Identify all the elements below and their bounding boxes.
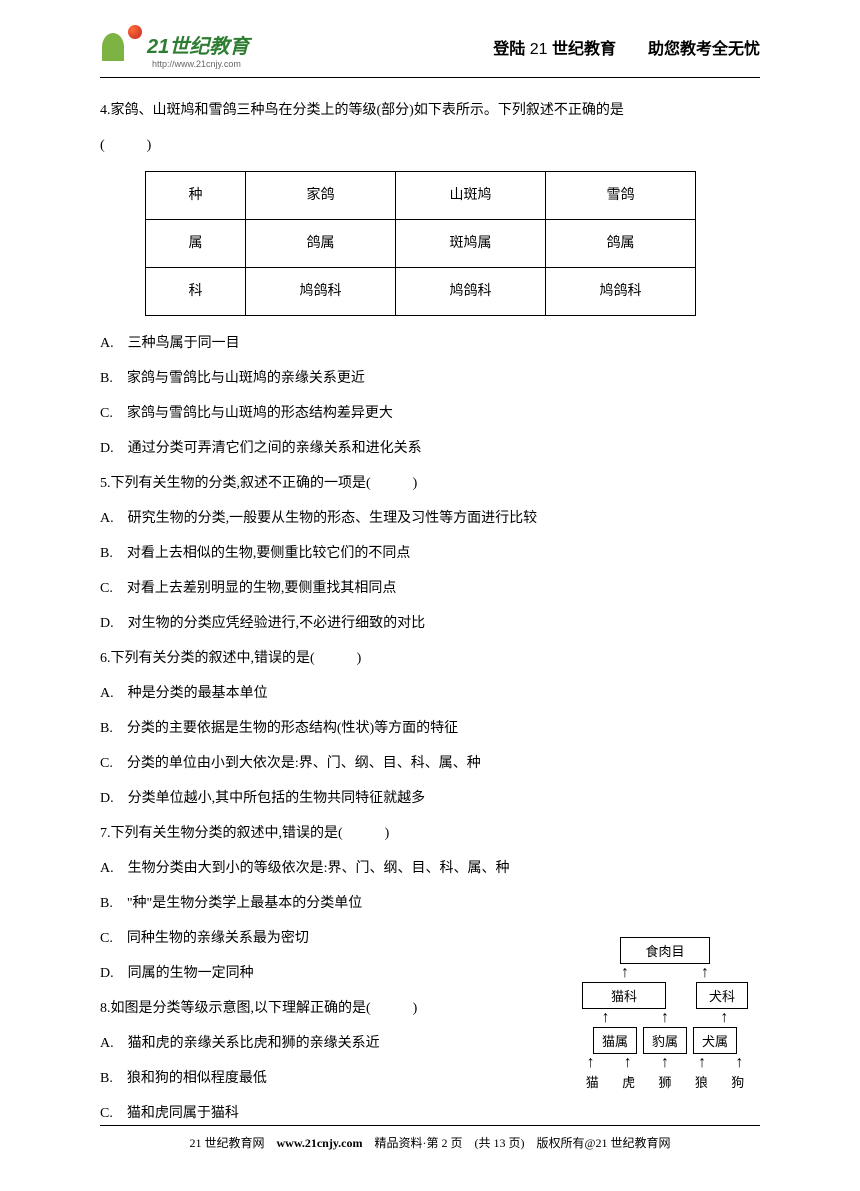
tree-node-family: 猫科 (582, 982, 666, 1009)
tree-node-family: 犬科 (696, 982, 748, 1009)
q5-option-b: B. 对看上去相似的生物,要侧重比较它们的不同点 (100, 536, 760, 571)
page-footer: 21 世纪教育网 www.21cnjy.com 精品资料·第 2 页 (共 13… (100, 1125, 760, 1151)
arrow-up-icon: ↑ (701, 965, 709, 981)
header-slogan: 登陆 21 世纪教育 助您教考全无忧 (493, 35, 760, 59)
footer-text: 21 世纪教育网 (189, 1136, 276, 1150)
tree-node-order: 食肉目 (620, 937, 709, 964)
footer-text: 精品资料·第 2 页 (共 13 页) 版权所有@21 世纪教育网 (362, 1136, 670, 1150)
arrow-up-icon: ↑ (661, 1055, 669, 1071)
q7-stem: 7.下列有关生物分类的叙述中,错误的是( ) (100, 816, 760, 851)
table-cell: 鸠鸽科 (396, 268, 546, 316)
tree-leaf: 虎 (622, 1072, 635, 1091)
q4-option-a: A. 三种鸟属于同一目 (100, 326, 760, 361)
arrow-up-icon: ↑ (720, 1010, 728, 1026)
table-cell: 科 (146, 268, 246, 316)
tree-node-genus: 猫属 (593, 1027, 637, 1054)
footer-divider (100, 1125, 760, 1126)
table-cell: 属 (146, 220, 246, 268)
q4-option-c: C. 家鸽与雪鸽比与山斑鸠的形态结构差异更大 (100, 396, 760, 431)
q6-stem: 6.下列有关分类的叙述中,错误的是( ) (100, 641, 760, 676)
tree-leaf: 狼 (695, 1072, 708, 1091)
q5-stem: 5.下列有关生物的分类,叙述不正确的一项是( ) (100, 466, 760, 501)
table-cell: 雪鸽 (546, 172, 696, 220)
logo: 21世纪教育 (100, 25, 249, 63)
tree-node-genus: 犬属 (693, 1027, 737, 1054)
logo-url: http://www.21cnjy.com (152, 59, 249, 69)
arrow-up-icon: ↑ (624, 1055, 632, 1071)
table-row: 科 鸠鸽科 鸠鸽科 鸠鸽科 (146, 268, 696, 316)
table-row: 属 鸽属 斑鸠属 鸽属 (146, 220, 696, 268)
table-cell: 鸠鸽科 (546, 268, 696, 316)
q5-option-c: C. 对看上去差别明显的生物,要侧重找其相同点 (100, 571, 760, 606)
q4-table: 种 家鸽 山斑鸠 雪鸽 属 鸽属 斑鸠属 鸽属 科 鸠鸽科 鸠鸽科 鸠鸽科 (145, 171, 696, 316)
tree-leaf: 狮 (658, 1072, 671, 1091)
logo-block: 21世纪教育 http://www.21cnjy.com (100, 25, 249, 69)
q6-option-c: C. 分类的单位由小到大依次是:界、门、纲、目、科、属、种 (100, 746, 760, 781)
arrow-up-icon: ↑ (661, 1010, 669, 1026)
table-cell: 鸽属 (246, 220, 396, 268)
q4-option-b: B. 家鸽与雪鸽比与山斑鸠的亲缘关系更近 (100, 361, 760, 396)
q4-bracket: ( ) (100, 128, 760, 163)
q5-option-a: A. 研究生物的分类,一般要从生物的形态、生理及习性等方面进行比较 (100, 501, 760, 536)
table-cell: 鸠鸽科 (246, 268, 396, 316)
tree-leaf: 狗 (731, 1072, 744, 1091)
q5-option-d: D. 对生物的分类应凭经验进行,不必进行细致的对比 (100, 606, 760, 641)
table-cell: 种 (146, 172, 246, 220)
table-cell: 家鸽 (246, 172, 396, 220)
tree-node-genus: 豹属 (643, 1027, 687, 1054)
header-divider (100, 77, 760, 78)
footer-site: www.21cnjy.com (276, 1136, 362, 1150)
arrow-up-icon: ↑ (587, 1055, 595, 1071)
q7-option-a: A. 生物分类由大到小的等级依次是:界、门、纲、目、科、属、种 (100, 851, 760, 886)
arrow-up-icon: ↑ (735, 1055, 743, 1071)
q6-option-d: D. 分类单位越小,其中所包括的生物共同特征就越多 (100, 781, 760, 816)
table-cell: 鸽属 (546, 220, 696, 268)
q6-option-a: A. 种是分类的最基本单位 (100, 676, 760, 711)
page-header: 21世纪教育 http://www.21cnjy.com 登陆 21 世纪教育 … (100, 25, 760, 69)
arrow-up-icon: ↑ (621, 965, 629, 981)
q6-option-b: B. 分类的主要依据是生物的形态结构(性状)等方面的特征 (100, 711, 760, 746)
q4-option-d: D. 通过分类可弄清它们之间的亲缘关系和进化关系 (100, 431, 760, 466)
table-cell: 斑鸠属 (396, 220, 546, 268)
arrow-up-icon: ↑ (602, 1010, 610, 1026)
classification-diagram: 食肉目 ↑ ↑ 猫科 犬科 ↑ ↑ ↑ 猫属 豹属 犬属 ↑ ↑ ↑ ↑ ↑ 猫 (570, 937, 760, 1091)
q4-stem: 4.家鸽、山斑鸠和雪鸽三种鸟在分类上的等级(部分)如下表所示。下列叙述不正确的是 (100, 93, 760, 128)
logo-icon (100, 25, 142, 63)
table-row: 种 家鸽 山斑鸠 雪鸽 (146, 172, 696, 220)
tree-leaf: 猫 (586, 1072, 599, 1091)
table-cell: 山斑鸠 (396, 172, 546, 220)
arrow-up-icon: ↑ (698, 1055, 706, 1071)
q7-option-b: B. "种"是生物分类学上最基本的分类单位 (100, 886, 760, 921)
logo-text: 21世纪教育 (147, 30, 249, 59)
